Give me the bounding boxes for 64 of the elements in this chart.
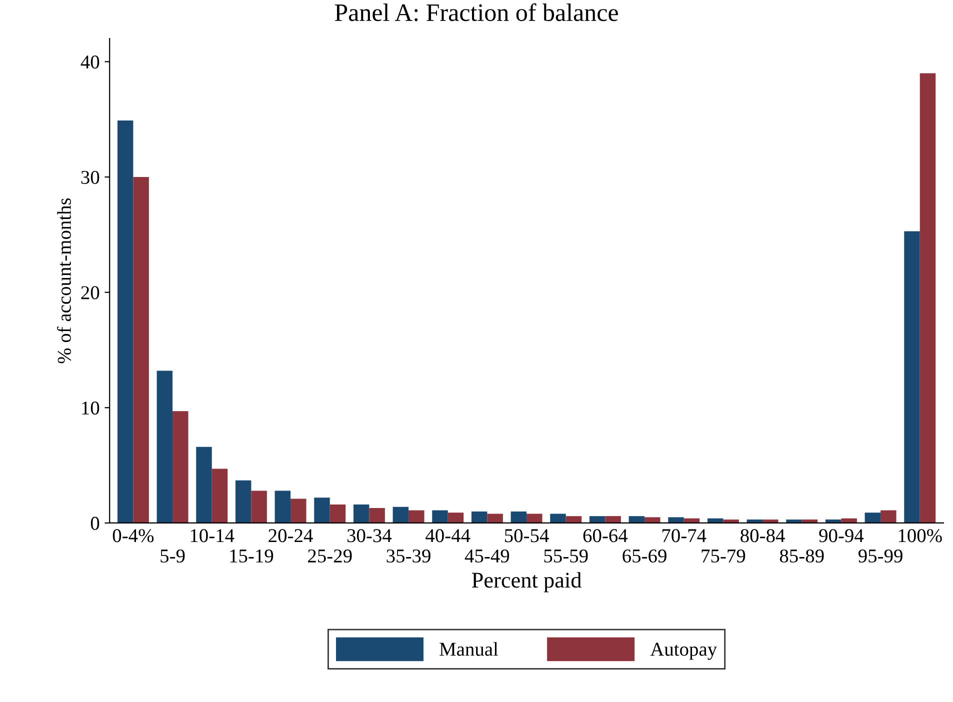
x-tick-label: 0-4% [112,529,154,542]
bar [628,516,645,523]
x-tick-label: 10-14 [190,529,234,542]
bar [235,480,252,523]
y-tick-label: 10 [82,401,100,415]
bar [353,504,370,523]
bar [589,516,606,523]
x-tick-label: 90-94 [819,529,864,542]
y-tick-label: 40 [80,55,100,69]
y-tick-label: 20 [81,286,100,300]
bar [369,508,385,523]
x-tick-label: 45-49 [464,549,510,563]
x-tick-label: 30-34 [347,529,392,542]
x-tick-label: 70-74 [662,529,706,542]
bar [251,490,267,523]
bar [117,120,134,523]
bar [904,231,920,523]
bar [644,517,660,523]
bar [487,514,503,523]
x-tick-label: 60-64 [583,529,628,542]
x-tick-label: 5-9 [160,549,185,563]
legend-label: Manual [440,642,498,656]
bar [526,514,542,523]
x-tick-label: 85-89 [780,549,824,563]
bar [605,516,621,523]
y-tick-label: 30 [81,170,100,184]
bar [290,498,306,523]
bar [172,411,188,523]
x-tick-label: 75-79 [702,549,746,563]
x-tick-label: 95-99 [858,549,902,563]
bar [392,506,409,523]
x-tick-label: 25-29 [308,549,352,563]
bar [550,514,566,523]
x-axis-title: Percent paid [472,572,582,592]
bar [880,510,896,523]
x-tick-label: 50-54 [504,529,549,542]
bar [133,177,149,523]
chart-title: Panel A: Fraction of balance [334,3,618,22]
bar [314,498,330,523]
bar [432,510,448,523]
x-tick-label: 100% [898,529,942,542]
legend-label: Autopay [650,642,717,660]
y-tick-label: 0 [90,516,100,530]
bar [448,512,464,523]
y-axis-title: % of account-months [57,198,71,364]
bar [330,504,346,523]
x-tick-label: 40-44 [426,529,470,542]
bar [668,517,684,523]
x-tick-label: 80-84 [740,529,785,542]
x-tick-label: 20-24 [268,529,313,542]
x-tick-label: 15-19 [230,549,274,563]
x-tick-label: 35-39 [386,549,430,563]
bar [920,73,936,523]
bar [156,370,173,523]
bar [196,446,212,523]
bar [274,490,291,523]
bar [408,510,424,523]
bar [864,512,881,523]
bar [566,516,582,523]
bar [510,511,527,523]
x-tick-label: 55-59 [544,549,588,563]
bar [212,468,228,523]
x-tick-label: 65-69 [622,549,666,563]
bar [471,511,488,523]
